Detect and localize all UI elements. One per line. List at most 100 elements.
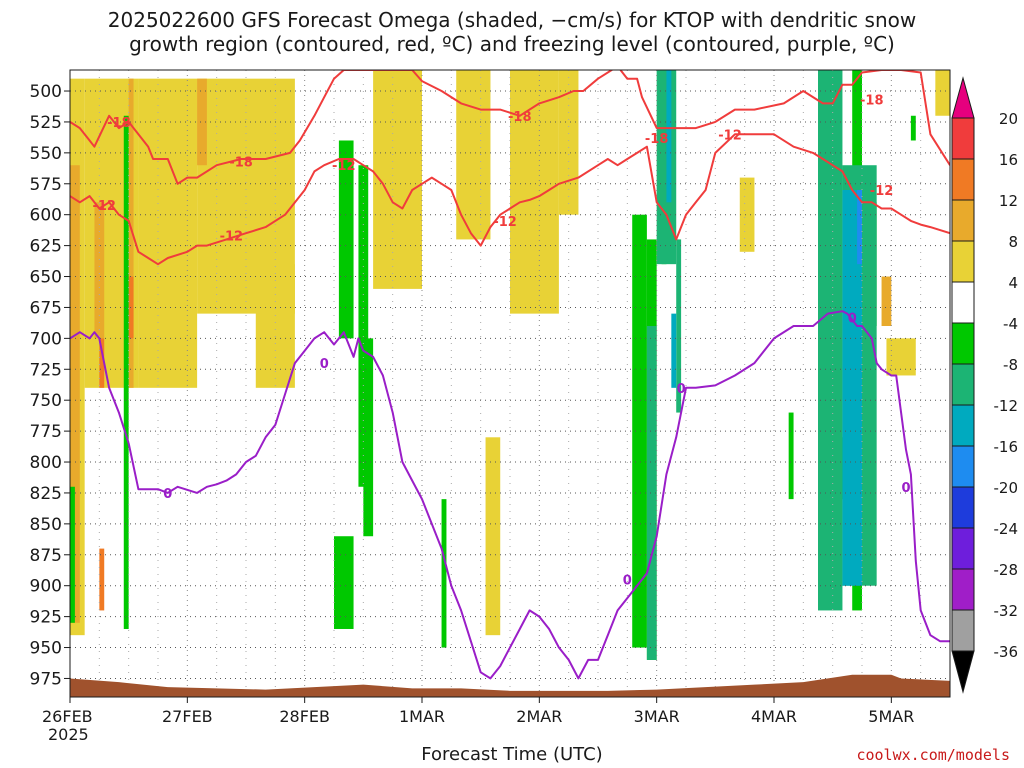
colorbar-label: 8 [1008,233,1018,251]
omega-region-4 [255,264,295,388]
contour-label: -12 [870,184,894,199]
colorbar-label: -8 [1003,356,1018,374]
x-tick-label: 2MAR [516,707,562,726]
x-tick-label: 5MAR [868,707,914,726]
contour-label: -12 [92,199,116,214]
omega-region-28 [632,214,647,648]
contour-label: -12 [493,215,517,230]
x-tick-label: 26FEB [42,707,93,726]
plot-frame [69,69,951,698]
y-tick-label: 750 [30,391,62,411]
colorbar-label: 20 [999,110,1018,128]
colorbar-label: -36 [994,643,1019,661]
x-tick-label: 1MAR [399,707,445,726]
contour-label: 0 [677,382,686,397]
omega-region-43 [842,189,862,586]
omega-region-42 [671,313,677,388]
omega-region-39 [818,70,843,611]
colorbar-bin [951,117,975,160]
colorbar-label: -20 [994,479,1019,497]
omega-region-17 [881,276,892,326]
contour-label: 0 [623,574,632,589]
omega-region-25 [358,165,369,487]
contour-label: -12 [718,128,742,143]
colorbar-label: 4 [1008,274,1018,292]
omega-region-35 [910,115,916,141]
x-tick-label: 28FEB [279,707,330,726]
omega-region-31 [788,412,794,500]
contour-label: -18 [860,94,884,109]
omega-region-41 [666,70,672,203]
y-tick-label: 975 [30,669,62,689]
y-tick-label: 675 [30,298,62,318]
omega-region-10 [739,177,755,252]
colorbar-label: 16 [999,151,1018,169]
omega-region-2 [138,78,198,388]
contour-line-2 [70,310,950,680]
omega-region-21 [70,486,75,623]
colorbar-label: -24 [994,520,1019,538]
omega-region-38 [676,239,682,413]
colorbar-bin [951,199,975,242]
colorbar-bin [951,322,975,365]
y-tick-label: 800 [30,453,62,473]
colorbar-bin [951,281,975,324]
omega-region-23 [334,536,354,629]
colorbar-bottom-arrow [951,650,975,694]
omega-region-8 [510,70,559,314]
contour-line-0 [70,70,950,185]
y-tick-label: 875 [30,546,62,566]
y-tick-label: 925 [30,608,62,628]
colorbar-label: -28 [994,561,1019,579]
omega-region-19 [99,548,105,611]
colorbar-top-arrow [951,76,975,119]
colorbar-label: -16 [994,438,1019,456]
omega-region-36 [646,325,657,660]
contour-line-1 [70,133,950,266]
y-tick-label: 700 [30,329,62,349]
y-tick-label: 550 [30,144,62,164]
colorbar-bin [951,363,975,406]
y-tick-label: 775 [30,422,62,442]
chart-title-line-1: 2025022600 GFS Forecast Omega (shaded, −… [107,8,917,32]
contour-label: -18 [508,110,532,125]
colorbar-bin [951,158,975,201]
x-axis-label: Forecast Time (UTC) [421,744,603,765]
omega-region-11 [886,338,916,376]
omega-region-12 [935,70,950,116]
colorbar-bin [951,527,975,570]
y-tick-label: 500 [30,82,62,102]
contour-label: 0 [848,311,857,326]
colorbar-label: -12 [994,397,1019,415]
contour-label: -12 [332,159,356,174]
y-tick-label: 600 [30,206,62,226]
omega-region-26 [363,338,374,537]
contour-label: -12 [220,230,244,245]
contour-label: -18 [107,116,131,131]
x-tick-label: 4MAR [751,707,797,726]
colorbar-bin [951,486,975,529]
contour-label: -18 [229,156,253,171]
colorbar-bin [951,404,975,447]
x-tick-label: 27FEB [162,707,213,726]
colorbar-label: -4 [1003,315,1018,333]
omega-region-13 [70,165,80,623]
omega-region-15 [128,78,134,388]
y-tick-label: 850 [30,515,62,535]
colorbar-bin [951,609,975,652]
omega-region-16 [197,78,207,166]
contour-label: 0 [320,357,329,372]
y-tick-label: 900 [30,577,62,597]
credit-text: coolwx.com/models [856,746,1010,764]
y-tick-label: 825 [30,484,62,504]
omega-region-6 [456,70,491,240]
omega-region-24 [338,140,354,339]
omega-region-14 [94,202,105,339]
contour-label: -18 [645,132,669,147]
omega-region-20 [128,276,134,339]
terrain-fill [70,674,950,697]
y-tick-label: 575 [30,175,62,195]
x-year-label: 2025 [48,725,89,744]
colorbar-bin [951,445,975,488]
